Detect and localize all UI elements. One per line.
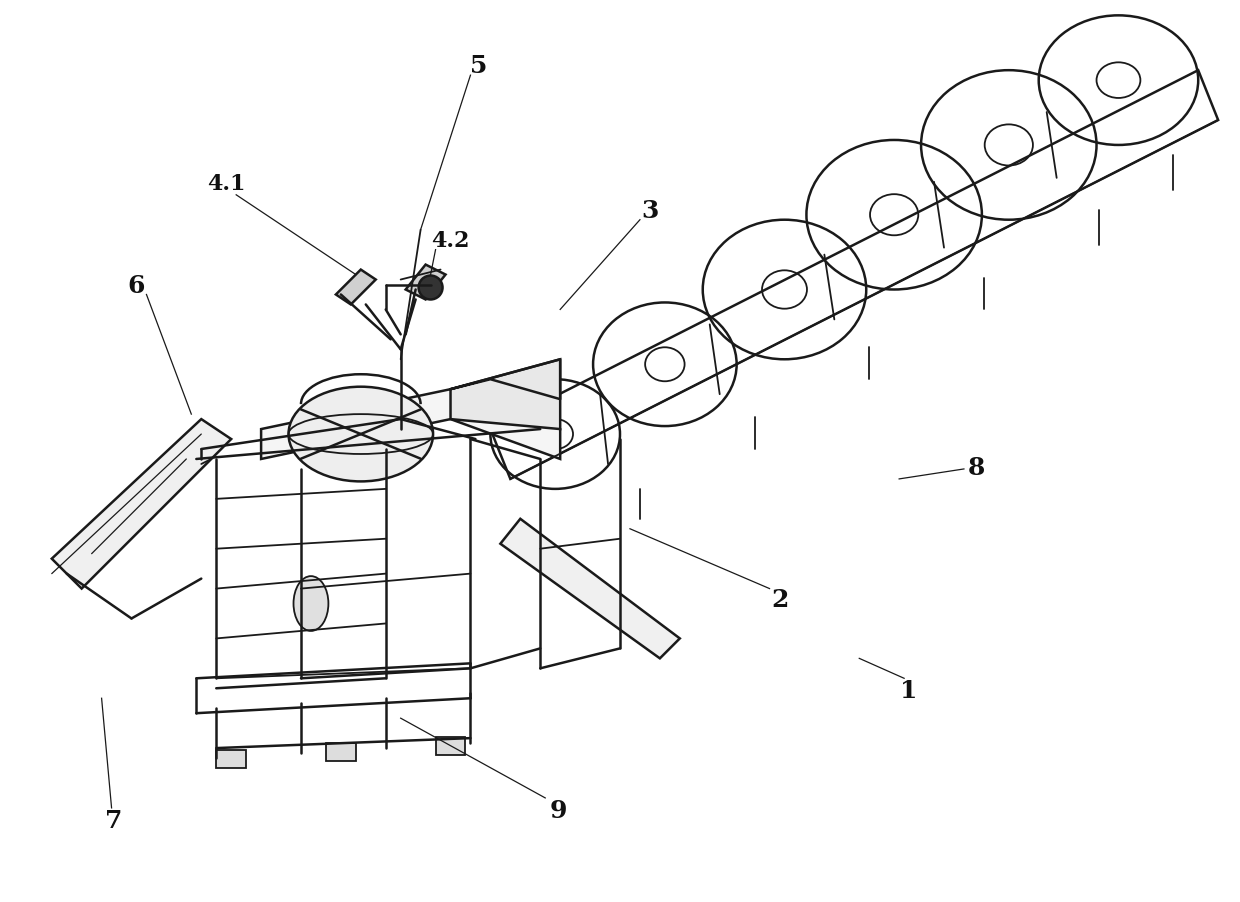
Text: 6: 6 — [128, 273, 145, 297]
Text: 7: 7 — [105, 808, 123, 832]
Text: 5: 5 — [470, 54, 487, 78]
FancyBboxPatch shape — [326, 743, 356, 761]
Circle shape — [419, 276, 443, 300]
Ellipse shape — [289, 387, 433, 482]
FancyBboxPatch shape — [435, 737, 465, 755]
Text: 4.2: 4.2 — [432, 229, 470, 252]
Polygon shape — [52, 419, 231, 589]
Polygon shape — [262, 390, 560, 459]
Text: 9: 9 — [549, 798, 567, 822]
Text: 3: 3 — [641, 198, 658, 223]
Polygon shape — [336, 271, 376, 305]
Text: 4.1: 4.1 — [207, 172, 246, 195]
Text: 2: 2 — [771, 587, 789, 611]
Polygon shape — [405, 265, 445, 300]
Polygon shape — [501, 520, 680, 658]
Polygon shape — [450, 360, 560, 429]
Text: 8: 8 — [968, 456, 986, 480]
Ellipse shape — [294, 576, 329, 631]
FancyBboxPatch shape — [216, 750, 247, 769]
Text: 1: 1 — [900, 678, 918, 703]
